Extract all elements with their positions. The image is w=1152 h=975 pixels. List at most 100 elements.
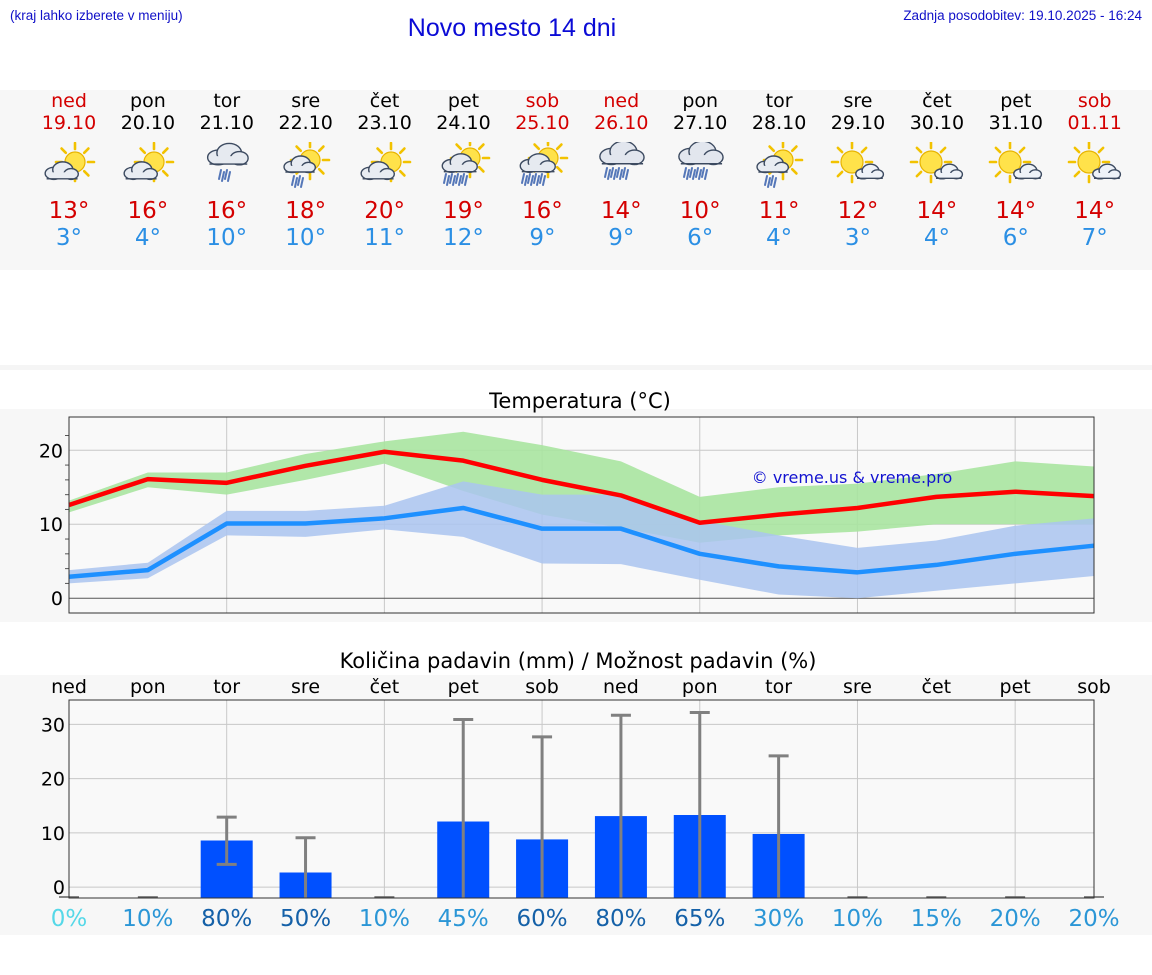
- data-point: [541, 479, 543, 481]
- partly-cloudy-sun-icon: [123, 142, 175, 183]
- data-point: [383, 451, 385, 453]
- section-divider: [0, 365, 1152, 370]
- cloud-shape: [441, 153, 478, 173]
- rain-drops: [604, 167, 630, 180]
- day-category-label: pet: [448, 676, 479, 698]
- day-date: 22.10: [278, 112, 333, 134]
- cloud-shape: [360, 161, 395, 181]
- day-date: 29.10: [830, 112, 886, 134]
- min-temperature: 4°: [923, 225, 950, 251]
- temperature-chart: Temperatura (°C) 0 10 20 © vreme.us & vreme.…: [0, 389, 1152, 622]
- rain-drops: [290, 175, 304, 188]
- page-title: Novo mesto 14 dni: [407, 14, 617, 42]
- day-date: 28.10: [751, 112, 807, 134]
- rain-drops: [764, 175, 778, 188]
- min-temperature: 12°: [443, 225, 484, 251]
- rain-drops: [442, 173, 468, 186]
- min-temperature: 7°: [1081, 225, 1108, 251]
- day-category-label: pet: [1000, 676, 1031, 698]
- max-temperature: 18°: [285, 198, 327, 224]
- day-category-label: pon: [130, 676, 166, 698]
- cloud-rain-icon: [599, 142, 646, 180]
- precipitation-chart: Količina padavin (mm) / Možnost padavin …: [0, 649, 1152, 935]
- day-date: 01.11: [1067, 112, 1122, 134]
- last-update-text: Zadnja posodobitev: 19.10.2025 - 16:24: [903, 8, 1142, 23]
- rain-drops: [217, 169, 231, 182]
- day-column: pet 31.10 14° 6°: [976, 90, 1056, 252]
- day-name: sob: [1077, 90, 1112, 112]
- data-point: [383, 517, 385, 519]
- day-name: sre: [843, 90, 873, 112]
- cloud-shape: [1091, 163, 1121, 180]
- day-date: 23.10: [357, 112, 412, 134]
- precipitation-probability-label: 50%: [280, 906, 331, 932]
- day-category-label: tor: [213, 676, 240, 698]
- min-temperature: 6°: [687, 225, 714, 251]
- precipitation-probability-label: 80%: [201, 906, 252, 932]
- day-column: ned 26.10 14° 9°: [581, 90, 661, 252]
- day-category-label: sre: [843, 676, 872, 698]
- y-tick-label: 0: [53, 877, 65, 899]
- chart-title: Količina padavin (mm) / Možnost padavin …: [340, 649, 817, 673]
- cloud-shape: [206, 142, 249, 166]
- day-column: pon 27.10 10° 6°: [660, 90, 740, 252]
- max-temperature-line: [68, 449, 1095, 526]
- sun-cloud-light-rain-icon: [756, 142, 804, 188]
- precipitation-probability-label: 10%: [122, 906, 173, 932]
- max-temperature: 13°: [48, 198, 90, 224]
- y-tick-label: 10: [41, 823, 65, 845]
- chart-title: Temperatura (°C): [488, 389, 671, 413]
- day-category-label: ned: [603, 676, 639, 698]
- cloud-shape: [678, 142, 724, 166]
- day-date: 25.10: [515, 112, 570, 134]
- day-column: pet 24.10 19° 12°: [424, 90, 504, 252]
- y-tick-label: 20: [39, 440, 63, 462]
- day-date: 30.10: [909, 112, 965, 134]
- day-category-label: čet: [370, 676, 400, 698]
- max-temperature: 19°: [443, 198, 484, 224]
- day-name: pet: [447, 90, 480, 112]
- cloud-shape: [599, 142, 646, 166]
- day-category-label: pon: [682, 676, 718, 698]
- min-temperature: 6°: [1002, 225, 1029, 251]
- sun-shape: [1067, 142, 1110, 184]
- max-temperature: 10°: [679, 198, 721, 224]
- day-name: čet: [369, 90, 400, 112]
- plot-frame: [68, 416, 1095, 614]
- day-name: ned: [603, 90, 640, 112]
- watermark-text: © vreme.us & vreme.pro: [752, 468, 953, 487]
- sun-shape: [988, 142, 1032, 184]
- day-column: ned 19.10 13° 3°: [29, 90, 109, 252]
- sun-shape: [909, 142, 953, 184]
- day-category-label: ned: [51, 676, 87, 698]
- data-point: [699, 522, 701, 524]
- region-menu-hint[interactable]: (kraj lahko izberete v meniju): [10, 8, 183, 23]
- day-column: tor 28.10 11° 4°: [739, 90, 819, 252]
- cloud-light-rain-icon: [206, 142, 249, 182]
- cloud-rain-icon: [678, 142, 724, 180]
- day-column: čet 23.10 20° 11°: [345, 90, 425, 252]
- rain-drops: [683, 167, 709, 180]
- precipitation-probability-label: 60%: [517, 906, 568, 932]
- cloud-shape: [855, 163, 885, 180]
- precipitation-probability-label: 30%: [753, 906, 804, 932]
- data-point: [620, 528, 622, 530]
- y-tick-label: 10: [39, 514, 63, 536]
- precipitation-probability-label: 20%: [990, 906, 1041, 932]
- day-name: sre: [291, 90, 321, 112]
- cloud-shape: [756, 155, 790, 174]
- max-temperature: 14°: [600, 198, 642, 224]
- data-point: [305, 523, 307, 525]
- cloud-shape: [933, 163, 963, 180]
- y-tick-label: 20: [41, 769, 65, 791]
- data-point: [778, 565, 780, 567]
- sun-small-cloud-icon: [1067, 142, 1121, 184]
- max-temperature: 16°: [206, 198, 248, 224]
- max-temperature: 20°: [364, 198, 405, 224]
- min-temperature: 3°: [844, 225, 872, 251]
- day-name: pon: [130, 90, 166, 112]
- day-date: 19.10: [41, 112, 97, 134]
- precipitation-probability-label: 20%: [1068, 906, 1119, 932]
- data-point: [305, 465, 307, 467]
- data-point: [856, 571, 858, 573]
